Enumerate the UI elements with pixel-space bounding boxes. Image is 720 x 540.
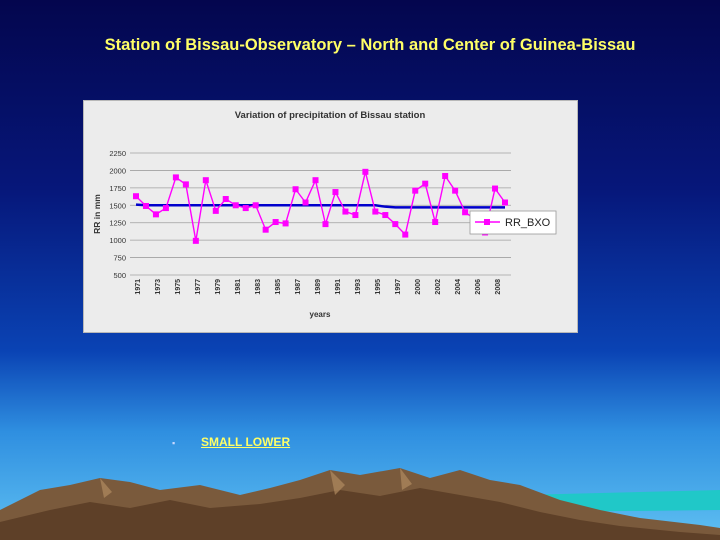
small-lower-link[interactable]: SMALL LOWER	[201, 435, 291, 449]
data-point	[452, 187, 459, 194]
x-tick-label: 1993	[355, 279, 362, 295]
data-point	[412, 187, 419, 194]
y-tick-label: 500	[113, 271, 126, 280]
data-point	[432, 219, 439, 226]
data-point	[133, 193, 139, 200]
data-point	[322, 221, 329, 228]
y-tick-label: 1500	[109, 201, 126, 210]
data-point	[442, 173, 449, 180]
data-point	[212, 207, 219, 214]
x-tick-label: 1983	[255, 279, 262, 295]
data-point	[262, 226, 269, 233]
slide-title: Station of Bissau-Observatory – North an…	[104, 36, 636, 54]
mountain-range-front	[0, 488, 720, 540]
y-tick-label: 1000	[109, 236, 126, 245]
y-axis-label: RR in mm	[92, 194, 102, 234]
y-tick-label: 2000	[109, 166, 126, 175]
x-tick-label: 1997	[395, 279, 402, 295]
data-point	[242, 205, 249, 212]
legend-marker	[484, 219, 490, 225]
x-tick-label: 1971	[135, 279, 142, 295]
data-point	[422, 180, 429, 187]
x-tick-label: 2008	[495, 279, 502, 295]
data-point	[192, 237, 199, 244]
chart-container: Variation of precipitation of Bissau sta…	[83, 100, 578, 333]
data-point	[272, 219, 279, 226]
data-point	[352, 212, 359, 219]
x-tick-label: 1991	[335, 279, 342, 295]
data-point	[332, 189, 339, 196]
y-tick-label: 2250	[109, 149, 126, 158]
legend-box	[469, 210, 557, 235]
x-tick-label: 1973	[155, 279, 162, 295]
y-tick-label: 1250	[109, 219, 126, 228]
x-tick-label: 2006	[475, 279, 482, 295]
x-tick-label: 1975	[175, 279, 182, 295]
data-point	[172, 174, 179, 181]
data-point	[302, 199, 309, 206]
x-tick-label: 1977	[195, 279, 202, 295]
x-tick-label: 1989	[315, 279, 322, 295]
x-tick-label: 1981	[235, 279, 242, 295]
x-tick-label: 1987	[295, 279, 302, 295]
data-point	[492, 185, 499, 192]
data-point	[372, 208, 379, 215]
data-point	[252, 202, 259, 209]
bullet-icon: ▪	[172, 438, 176, 448]
mountain-landscape	[0, 468, 720, 540]
data-point	[152, 211, 159, 218]
data-point	[202, 177, 209, 184]
data-point	[362, 168, 369, 175]
x-tick-label: 2004	[455, 279, 462, 295]
data-point	[292, 186, 299, 193]
x-tick-label: 1995	[375, 279, 382, 295]
data-point	[232, 202, 239, 209]
data-point	[462, 209, 469, 216]
x-tick-label: 2000	[415, 279, 422, 295]
y-tick-label: 1750	[109, 184, 126, 193]
legend-label: RR_BXO	[505, 217, 551, 229]
data-point	[382, 212, 389, 219]
x-tick-label: 2002	[435, 279, 442, 295]
mountain-highlights	[100, 468, 412, 498]
data-point	[342, 208, 349, 215]
data-point	[142, 202, 149, 209]
data-point	[312, 177, 319, 184]
precipitation-chart: Variation of precipitation of Bissau sta…	[92, 110, 557, 319]
x-tick-label: 1979	[215, 279, 222, 295]
data-point	[162, 205, 169, 212]
x-tick-label: 1985	[275, 279, 282, 295]
data-point	[502, 199, 508, 206]
data-point	[182, 181, 189, 188]
chart-title: Variation of precipitation of Bissau sta…	[235, 110, 426, 121]
data-point	[402, 231, 409, 238]
data-point	[222, 196, 229, 203]
data-point	[392, 221, 399, 228]
series-line-rr-bxo	[135, 171, 506, 241]
y-tick-label: 750	[113, 254, 126, 263]
x-axis-label: years	[310, 310, 331, 319]
data-point	[282, 220, 289, 227]
